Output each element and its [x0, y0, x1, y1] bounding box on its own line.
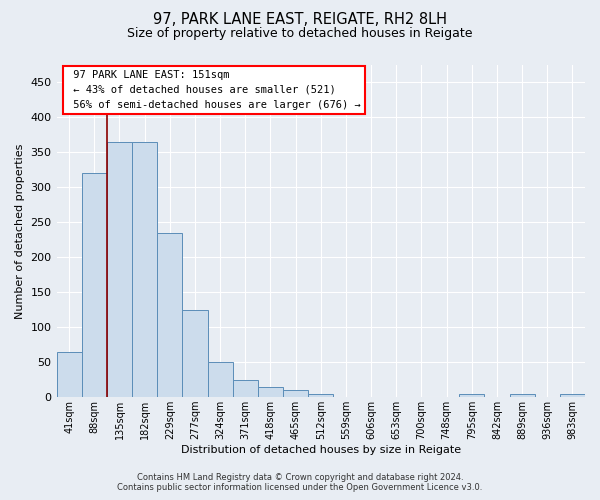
Bar	[132, 142, 157, 397]
Bar	[560, 394, 585, 397]
Bar	[56, 352, 82, 397]
Bar	[233, 380, 258, 397]
Text: Size of property relative to detached houses in Reigate: Size of property relative to detached ho…	[127, 28, 473, 40]
Bar	[509, 394, 535, 397]
Bar	[182, 310, 208, 397]
Bar	[283, 390, 308, 397]
Bar	[459, 394, 484, 397]
Text: 97 PARK LANE EAST: 151sqm
 ← 43% of detached houses are smaller (521)
 56% of se: 97 PARK LANE EAST: 151sqm ← 43% of detac…	[67, 70, 361, 110]
Bar	[107, 142, 132, 397]
X-axis label: Distribution of detached houses by size in Reigate: Distribution of detached houses by size …	[181, 445, 461, 455]
Bar	[258, 386, 283, 397]
Bar	[208, 362, 233, 397]
Text: Contains HM Land Registry data © Crown copyright and database right 2024.
Contai: Contains HM Land Registry data © Crown c…	[118, 473, 482, 492]
Text: 97, PARK LANE EAST, REIGATE, RH2 8LH: 97, PARK LANE EAST, REIGATE, RH2 8LH	[153, 12, 447, 28]
Bar	[82, 174, 107, 397]
Y-axis label: Number of detached properties: Number of detached properties	[15, 144, 25, 319]
Bar	[308, 394, 334, 397]
Bar	[157, 233, 182, 397]
